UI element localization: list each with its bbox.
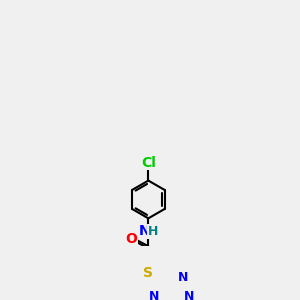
Text: S: S <box>143 266 153 280</box>
Text: N: N <box>138 224 150 239</box>
Text: N: N <box>178 272 188 284</box>
Text: N: N <box>184 290 194 300</box>
Text: Cl: Cl <box>141 155 156 170</box>
Text: O: O <box>125 232 137 246</box>
Text: N: N <box>149 290 160 300</box>
Text: H: H <box>148 225 158 238</box>
